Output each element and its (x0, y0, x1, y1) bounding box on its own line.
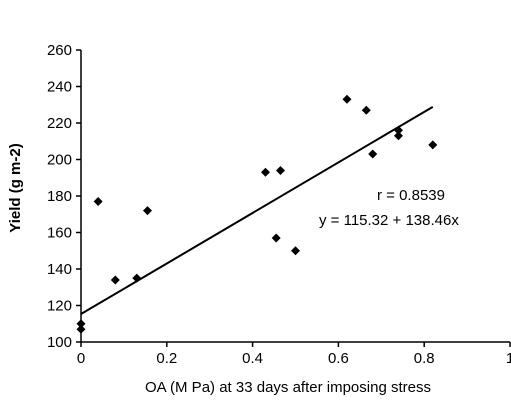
x-tick-labels: 0 0.2 0.4 0.6 0.8 1 (77, 350, 511, 367)
data-point (275, 165, 285, 175)
y-tick-labels: 100 120 140 160 180 200 220 240 260 (47, 42, 72, 351)
y-axis-title: Yield (g m-2) (7, 143, 24, 232)
x-tick-label: 0.2 (156, 350, 177, 367)
data-point (342, 94, 352, 104)
annotation-equation: y = 115.32 + 138.46x (319, 212, 459, 229)
data-point (76, 319, 86, 329)
trendline (80, 105, 434, 315)
y-tick-label: 180 (47, 188, 72, 205)
data-point (428, 140, 438, 150)
data-point (291, 246, 300, 256)
data-point (93, 196, 103, 206)
x-tick-label: 0.8 (414, 350, 435, 367)
y-tick-label: 120 (47, 298, 72, 315)
data-point (393, 131, 403, 141)
data-point (260, 167, 270, 177)
y-tick-label: 240 (47, 79, 72, 96)
data-point (368, 149, 378, 159)
data-point (142, 206, 152, 216)
x-tick-label: 0 (77, 350, 85, 367)
y-tick-label: 160 (47, 225, 72, 242)
data-points (76, 94, 438, 334)
x-tick-label: 1 (506, 350, 511, 367)
data-point (393, 125, 403, 135)
y-tick-label: 140 (47, 261, 72, 278)
trendline-group (80, 105, 434, 315)
data-point (271, 233, 281, 243)
y-tick-label: 260 (47, 42, 72, 59)
annotation-r: r = 0.8539 (377, 187, 445, 204)
x-tick-label: 0.6 (328, 350, 349, 367)
x-axis-title: OA (M Pa) at 33 days after imposing stre… (145, 379, 431, 396)
x-tick-label: 0.4 (242, 350, 263, 367)
data-point (361, 105, 371, 115)
data-point (132, 273, 142, 283)
y-tick-label: 100 (47, 334, 72, 351)
data-point (110, 275, 120, 285)
y-tick-label: 200 (47, 152, 72, 169)
y-tick-label: 220 (47, 115, 72, 132)
data-point (76, 324, 86, 334)
axes (76, 49, 511, 347)
